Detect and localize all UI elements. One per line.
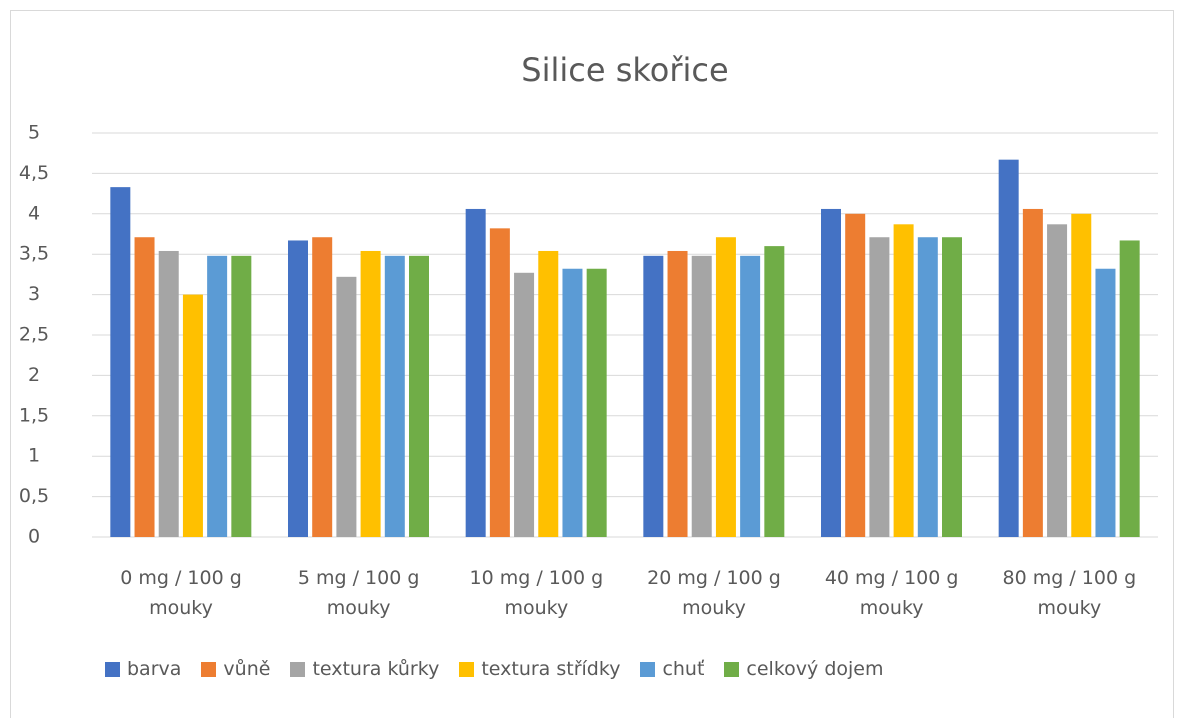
x-tick-label: 10 mg / 100 g mouky	[469, 567, 604, 619]
legend-label: vůně	[223, 658, 271, 680]
bar	[667, 250, 688, 537]
y-tick-label: 2	[28, 364, 40, 386]
legend-swatch	[290, 661, 306, 677]
legend: barva vůně textura kůrky textura střídky chu…	[105, 658, 883, 680]
bar	[312, 237, 333, 537]
bar	[336, 276, 357, 537]
bar	[562, 268, 583, 537]
bar	[764, 246, 785, 537]
bar	[691, 255, 712, 538]
bar	[110, 187, 131, 538]
bar	[942, 237, 962, 537]
bar	[514, 272, 535, 537]
bar	[489, 228, 510, 537]
legend-swatch	[640, 661, 656, 677]
legend-swatch	[724, 661, 740, 677]
bar	[409, 255, 429, 538]
y-tick-label: 5	[28, 122, 40, 144]
bar	[1095, 268, 1116, 537]
chart-border	[10, 10, 1174, 718]
y-tick-label: 0,5	[19, 485, 49, 507]
bar	[384, 255, 405, 538]
y-tick-label: 3	[28, 283, 40, 305]
x-tick-label: 0 mg / 100 g mouky	[120, 567, 242, 619]
legend-item: celkový dojem	[724, 658, 883, 680]
bar	[1119, 240, 1140, 538]
x-tick-label: 80 mg / 100 g mouky	[1002, 567, 1137, 619]
legend-label: textura kůrky	[312, 658, 440, 680]
legend-item: barva	[105, 658, 181, 680]
bar	[998, 159, 1019, 537]
legend-swatch	[105, 661, 120, 677]
bar	[1047, 224, 1068, 537]
bar	[869, 237, 890, 537]
y-tick-label: 0	[28, 526, 40, 548]
y-tick-label: 4,5	[19, 162, 49, 184]
bar	[465, 208, 486, 537]
legend-label: textura střídky	[481, 658, 621, 680]
legend-item: textura střídky	[459, 658, 620, 680]
bar	[1022, 208, 1043, 537]
legend-item: chuť	[640, 658, 704, 680]
bar	[821, 208, 841, 537]
y-tick-label: 4	[28, 202, 40, 224]
legend-label: chuť	[662, 658, 705, 680]
bar	[643, 255, 664, 538]
bar	[917, 237, 938, 537]
legend-swatch	[459, 661, 475, 677]
y-tick-label: 1,5	[19, 404, 49, 426]
legend-label: celkový dojem	[746, 658, 884, 680]
bar	[207, 255, 228, 538]
bar	[158, 250, 179, 537]
bar	[288, 240, 308, 538]
legend-swatch	[201, 661, 217, 677]
legend-item: textura kůrky	[290, 658, 439, 680]
bar	[360, 250, 381, 537]
x-tick-label: 20 mg / 100 g mouky	[647, 567, 781, 619]
bar	[740, 255, 761, 538]
chart-title: Silice skořice	[521, 51, 728, 89]
bar	[845, 213, 866, 538]
bar	[586, 268, 607, 537]
bar	[893, 224, 914, 537]
bar	[231, 255, 252, 538]
bar	[538, 250, 559, 537]
legend-item: vůně	[201, 658, 270, 680]
bar	[182, 294, 203, 537]
x-tick-label: 40 mg / 100 g mouky	[824, 567, 959, 619]
x-tick-label: 5 mg / 100 g mouky	[297, 567, 420, 619]
bar	[715, 237, 736, 537]
y-tick-label: 3,5	[19, 243, 49, 265]
bar	[134, 237, 155, 537]
y-tick-label: 2,5	[19, 324, 49, 346]
y-tick-label: 1	[28, 445, 40, 467]
bar	[1071, 213, 1092, 538]
legend-label: barva	[127, 658, 182, 680]
